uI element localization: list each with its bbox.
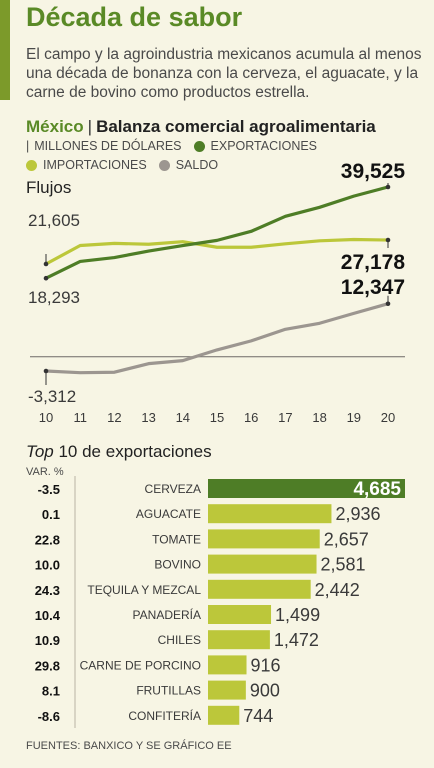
x-tick-label: 17 [278,410,292,425]
x-tick-label: 15 [210,410,224,425]
value-label: 21,605 [28,211,80,230]
bar [208,579,311,599]
category-label: CARNE DE PORCINO [80,658,201,672]
var-value: 10.4 [35,608,61,623]
bar-value-label: 900 [250,681,280,701]
bar [208,479,405,498]
category-label: PANADERÍA [133,607,201,622]
x-tick-label: 11 [73,410,87,425]
bar-chart: 4,685 CERVEZA -3.5 2,936 AGUACATE 0.1 2,657 TOM… [35,476,405,728]
bar-chart-title: Top 10 de exportaciones [26,442,212,461]
sources: FUENTES: BANXICO Y SE GRÁFICO EE [26,740,232,752]
exports-dot-icon [193,140,205,152]
value-label: -3,312 [28,387,76,406]
x-tick-label: 13 [141,410,155,425]
value-label: 12,347 [341,276,405,299]
category-label: TOMATE [152,532,201,546]
series-line-0 [45,185,389,280]
x-tick-label: 10 [39,410,53,425]
category-label: CHILES [158,633,201,647]
bar-value-label: 1,499 [275,605,320,625]
x-tick-label: 16 [244,410,258,425]
series-line-2 [45,302,389,375]
bar [208,705,240,725]
chart-title: Balanza comercial agroalimentaria [96,117,376,136]
bar-value-label: 4,685 [353,479,401,500]
legend-imports: IMPORTACIONES [26,158,147,172]
category-label: BOVINO [154,558,201,572]
category-label: FRUTILLAS [136,684,201,698]
bar-value-label: 2,657 [324,529,369,549]
var-value: 29.8 [35,658,60,673]
legend-row-2: IMPORTACIONES SALDO [26,158,230,172]
bar [208,504,332,524]
balance-dot-icon [158,159,170,171]
var-value: -8.6 [38,709,60,724]
bar-value-label: 2,581 [321,555,366,575]
accent-bar [0,0,10,100]
legend-balance: SALDO [158,158,218,172]
var-value: 10.9 [35,633,60,648]
x-tick-label: 20 [381,410,395,425]
category-label: CERVEZA [145,482,201,496]
legend-unit: | MILLONES DE DÓLARES [26,139,182,153]
bar-value-label: 2,442 [315,580,360,600]
heading-separator: | [87,117,93,136]
var-value: -3.5 [38,482,60,497]
value-label: 27,178 [341,251,406,274]
bar [208,529,320,549]
series-marker-1-0 [43,261,49,267]
bar [208,655,247,675]
bar-value-label: 916 [251,655,281,675]
x-tick-label: 14 [176,410,190,425]
var-value: 22.8 [35,532,60,547]
series-line-1 [45,237,389,266]
subtitle: El campo y la agroindustria mexicanos ac… [26,46,422,101]
var-value: 8.1 [42,684,60,699]
category-label: CONFITERÍA [128,708,201,723]
var-value: 10.0 [35,558,60,573]
chart-heading: México | Balanza comercial agroalimentaria [26,117,376,137]
var-label: VAR. % [26,466,64,478]
x-tick-label: 19 [347,410,361,425]
category-label: AGUACATE [136,507,201,521]
value-label: 18,293 [28,288,80,307]
imports-dot-icon [26,159,37,171]
bar [208,630,270,650]
bar [208,680,246,700]
var-value: 0.1 [42,507,60,522]
value-label: 39,525 [341,160,406,183]
page-title: Década de sabor [26,2,243,32]
country-label: México [26,117,84,136]
category-label: TEQUILA Y MEZCAL [87,583,201,597]
bar-value-label: 2,936 [335,504,380,524]
x-tick-label: 12 [107,410,121,425]
legend-exports: EXPORTACIONES [193,139,317,153]
bar [208,605,272,624]
bar-value-label: 744 [243,706,273,726]
bar [208,554,317,574]
line-chart-title: Flujos [26,178,72,197]
series-marker-0-0 [43,275,49,281]
bar-value-label: 1,472 [274,630,319,650]
line-chart: 39,525 21,605 27,178 18,293 12,347 -3,312 10 11… [28,160,406,425]
x-tick-label: 18 [312,410,326,425]
legend-row-1: | MILLONES DE DÓLARES EXPORTACIONES [26,139,329,153]
var-value: 24.3 [35,583,60,598]
